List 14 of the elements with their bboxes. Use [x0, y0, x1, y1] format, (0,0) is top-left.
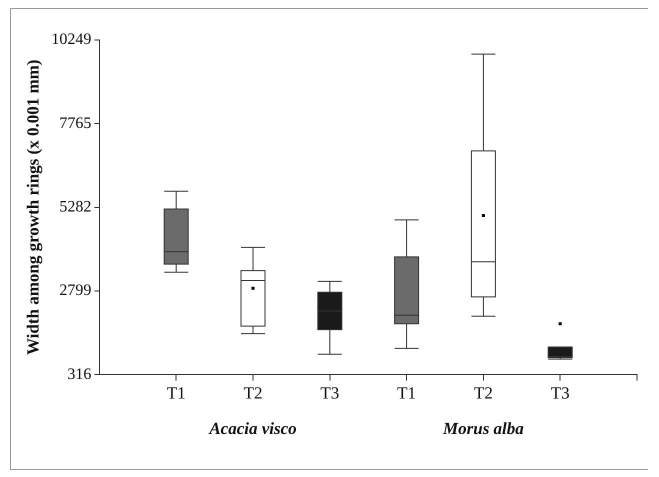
x-tick-label: T1: [166, 383, 186, 402]
y-tick-label: 7765: [59, 114, 92, 132]
x-tick-label: T3: [550, 383, 570, 402]
y-tick-label: 10249: [51, 31, 92, 48]
text: Acacia visco: [208, 418, 297, 438]
y-axis-title: Width among growth rings (x 0.001 mm): [24, 60, 43, 356]
y-tick-label: 2799: [59, 282, 92, 300]
x-tick-label: T2: [244, 383, 262, 402]
y-tick-label: 316: [67, 366, 92, 383]
x-tick-label: T3: [320, 383, 340, 402]
y-tick-label: 5282: [59, 198, 92, 216]
x-tick-label: T2: [474, 383, 493, 402]
x-tick-label: T1: [397, 383, 416, 402]
text: Morus alba: [442, 418, 524, 438]
